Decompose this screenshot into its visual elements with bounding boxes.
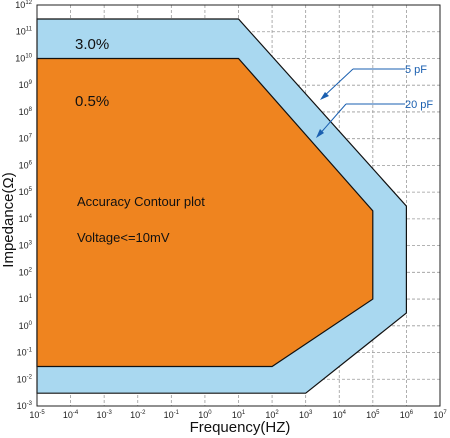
x-tick-label: 10-5 xyxy=(29,410,45,420)
y-tick-label: 10-1 xyxy=(17,348,33,358)
callout-20pf-arrow-line xyxy=(317,103,347,137)
y-tick-label: 105 xyxy=(19,187,33,197)
y-tick-labels: 10-3 10-2 10-1 100 101 102 103 104 105 106 107 108 1… xyxy=(15,0,32,411)
x-tick-label: 10-1 xyxy=(164,410,180,420)
x-tick-labels: 10-5 10-4 10-3 10-2 10-1 100 101 102 103 104 105 10… xyxy=(29,410,447,420)
callout-20pf-label: 20 pF xyxy=(405,99,433,111)
x-tick-label: 102 xyxy=(265,410,279,420)
x-tick-label: 107 xyxy=(433,410,447,420)
y-tick-label: 109 xyxy=(19,80,33,90)
x-tick-label: 103 xyxy=(299,410,313,420)
x-axis-label: Frequency(HZ) xyxy=(190,419,291,436)
y-tick-label: 103 xyxy=(19,241,33,251)
annotation-title: Accuracy Contour plot xyxy=(77,194,205,209)
region-label-inner: 0.5% xyxy=(75,93,109,110)
x-tick-label: 104 xyxy=(333,410,347,420)
y-tick-label: 1012 xyxy=(15,0,32,10)
y-tick-label: 1011 xyxy=(16,27,33,37)
y-tick-label: 107 xyxy=(19,134,33,144)
y-tick-label: 100 xyxy=(19,321,33,331)
annotation-voltage: Voltage<=10mV xyxy=(77,230,170,245)
x-tick-label: 101 xyxy=(232,410,246,420)
x-tick-label: 105 xyxy=(366,410,380,420)
callout-5pf-arrow-line xyxy=(321,68,354,99)
y-tick-label: 10-3 xyxy=(17,401,33,411)
x-tick-label: 106 xyxy=(400,410,414,420)
x-tick-label: 10-3 xyxy=(96,410,112,420)
callout-5pf-arrowhead xyxy=(320,92,329,100)
capacitance-callouts: 5 pF 20 pF xyxy=(316,64,433,138)
plot-frame xyxy=(36,4,441,407)
y-tick-label: 102 xyxy=(19,267,33,277)
y-tick-label: 104 xyxy=(19,214,33,224)
callout-20pf-arrowhead xyxy=(316,129,324,138)
callout-5pf-label: 5 pF xyxy=(405,64,427,76)
y-axis-label: Impedance(Ω) xyxy=(0,172,17,267)
y-tick-label: 106 xyxy=(19,160,33,170)
region-label-outer: 3.0% xyxy=(75,36,109,53)
y-tick-label: 101 xyxy=(19,294,33,304)
x-tick-label: 100 xyxy=(198,410,212,420)
regions xyxy=(36,18,407,394)
y-tick-label: 10-2 xyxy=(17,374,33,384)
y-tick-label: 108 xyxy=(19,107,33,117)
x-tick-label: 10-2 xyxy=(130,410,146,420)
x-tick-label: 10-4 xyxy=(63,410,79,420)
y-tick-label: 1010 xyxy=(15,53,32,63)
